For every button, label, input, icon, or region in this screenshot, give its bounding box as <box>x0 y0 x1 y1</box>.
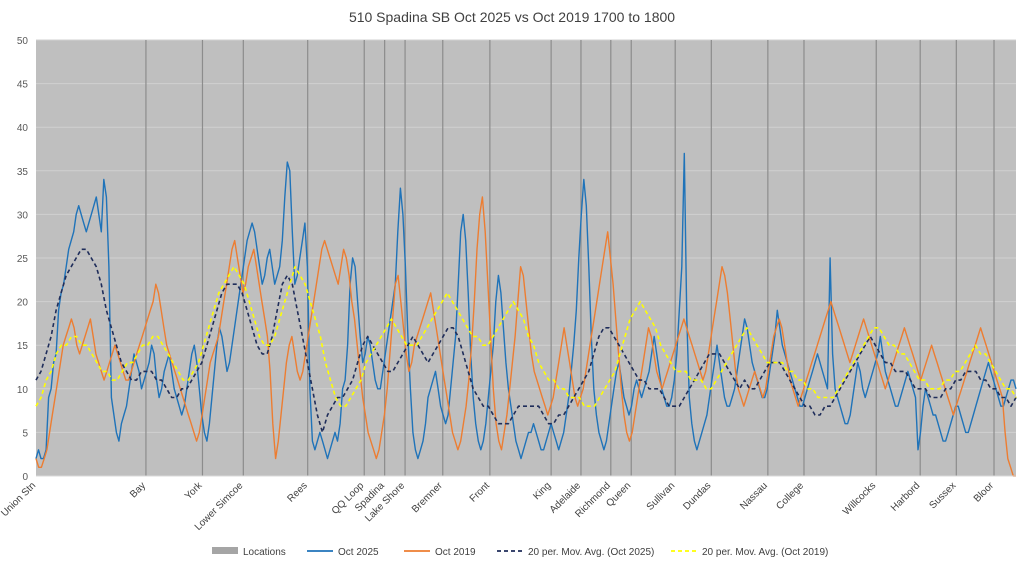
legend-label: Locations <box>243 547 286 558</box>
chart-title: 510 Spadina SB Oct 2025 vs Oct 2019 1700… <box>349 9 675 25</box>
location-label: Sullivan <box>645 480 678 513</box>
location-label: Bay <box>128 480 148 500</box>
location-label: Front <box>468 480 492 504</box>
y-tick-label: 35 <box>17 167 29 178</box>
location-label: Dundas <box>681 480 713 512</box>
location-label: Nassau <box>738 480 770 512</box>
y-tick-label: 40 <box>17 123 29 134</box>
y-tick-label: 30 <box>17 210 29 221</box>
series-line-1 <box>35 196 1016 477</box>
legend: Locations Oct 2025 Oct 2019 20 per. Mov. Av… <box>212 547 828 558</box>
legend-label: 20 per. Mov. Avg. (Oct 2025) <box>528 547 654 558</box>
series-line-0 <box>35 152 1017 460</box>
y-tick-label: 0 <box>22 472 28 483</box>
location-label: Harbord <box>889 480 922 513</box>
location-label: Bloor <box>972 480 997 505</box>
location-label: King <box>531 480 553 502</box>
y-tick-label: 15 <box>17 341 29 352</box>
location-label: York <box>183 480 205 502</box>
y-tick-label: 10 <box>17 385 29 396</box>
legend-label: Oct 2019 <box>435 547 476 558</box>
location-label: Rees <box>286 480 310 504</box>
location-label: Bremner <box>410 480 445 515</box>
y-tick-label: 5 <box>22 428 28 439</box>
y-tick-label: 45 <box>17 80 29 91</box>
series-line-2 <box>35 248 1017 434</box>
y-tick-label: 50 <box>17 36 29 47</box>
series-line-3 <box>35 265 1017 408</box>
legend-label: 20 per. Mov. Avg. (Oct 2019) <box>702 547 828 558</box>
location-label: Willcocks <box>841 480 878 517</box>
legend-swatch <box>212 547 238 554</box>
location-label: Union Stn <box>0 480 38 519</box>
location-label: Sussex <box>927 480 958 511</box>
y-tick-label: 20 <box>17 298 29 309</box>
legend-label: Oct 2025 <box>338 547 379 558</box>
y-tick-label: 25 <box>17 254 29 265</box>
location-label: College <box>774 480 806 512</box>
